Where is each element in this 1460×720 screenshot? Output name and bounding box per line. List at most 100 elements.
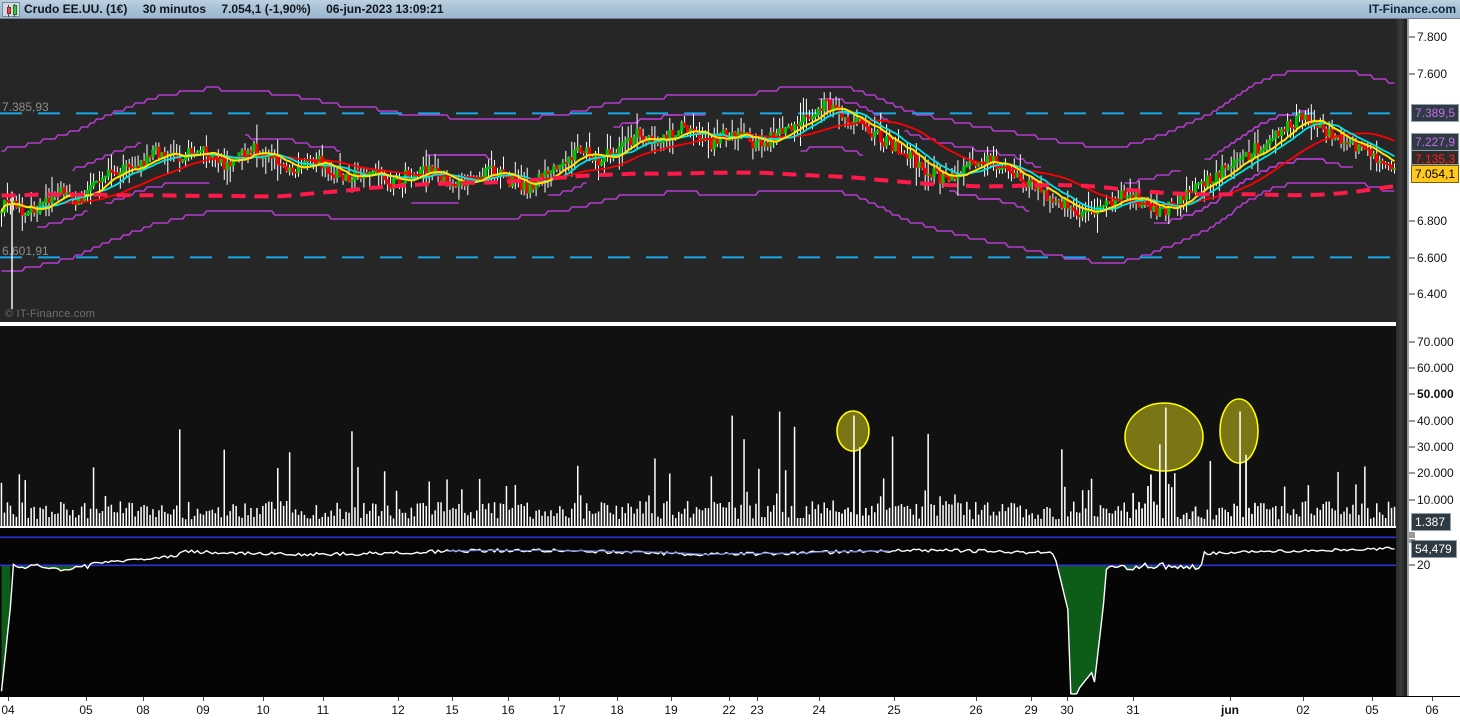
date-tickmark [323,697,324,701]
candlestick-icon [2,1,20,17]
axis-tick-label: 60.000 [1417,361,1454,376]
date-tickmark [729,697,730,701]
date-tick-label: 04 [1,703,15,717]
axis-tick-label: 7.600 [1417,67,1448,82]
axis-tickmark [1409,446,1415,448]
titlebar-info: Crudo EE.UU. (1€) 30 minutos 7.054,1 (-1… [24,2,456,16]
date-tickmark [1133,697,1134,701]
date-tickmark [1372,697,1373,701]
date-tick-label: 30 [1060,703,1074,717]
last-volume-badge[interactable]: 1.387 [1411,513,1451,532]
axis-tick-label: 10.000 [1417,492,1454,507]
last-price-badge[interactable]: 7.054,1 [1411,165,1459,184]
ma-red-badge[interactable]: 7.135,3 [1411,150,1459,169]
date-tick-label: 08 [136,703,150,717]
date-tickmark [757,697,758,701]
date-tickmark [559,697,560,701]
axis-tick-label: 30.000 [1417,440,1454,455]
axis-minor-tick [1409,534,1415,536]
date-tick-label: 22 [722,703,736,717]
axis-tickmark [1409,257,1415,259]
oscillator-chart-svg [0,536,1396,695]
axis-tickmark [1409,393,1415,395]
date-tickmark [617,697,618,701]
date-tick-label: jun [1221,703,1239,717]
date-tickmark [8,697,9,701]
date-tick-label: 10 [256,703,270,717]
last-price-label: 7.054,1 (-1,90%) [221,2,311,16]
date-tick-label: 19 [664,703,678,717]
date-tickmark [1432,697,1433,701]
date-tick-label: 31 [1126,703,1140,717]
axis-tickmark [1409,499,1415,501]
date-tick-label: 12 [391,703,405,717]
axis-tick-label: 6.400 [1417,287,1448,302]
brand-label: IT-Finance.com [1368,2,1456,16]
date-tick-label: 29 [1024,703,1038,717]
axis-tick-label: 6.800 [1417,214,1448,228]
date-tickmark [671,697,672,701]
upper-band-badge[interactable]: 7.389,5 [1411,103,1459,122]
axis-minor-tick [1409,536,1415,538]
date-tickmark [143,697,144,701]
date-tickmark [398,697,399,701]
timeframe-label: 30 minutos [142,2,207,16]
chart-scrollbar[interactable] [1396,19,1408,696]
date-tickmark [976,697,977,701]
date-tick-label: 25 [887,703,901,717]
oscillator-panel[interactable] [0,528,1396,696]
date-tickmark [1303,697,1304,701]
window-titlebar: Crudo EE.UU. (1€) 30 minutos 7.054,1 (-1… [0,0,1460,19]
axis-minor-tick [1409,541,1415,543]
axis-tick-label: 20 [1417,558,1431,573]
date-tickmark [1031,697,1032,701]
date-tick-label: 17 [552,703,566,717]
price-chart-panel[interactable]: 7.385,93 6.601,91 © IT-Finance.com [0,19,1396,322]
datetime-label: 06-jun-2023 13:09:21 [326,2,444,16]
instrument-name: Crudo EE.UU. (1€) [24,2,128,16]
panel-divider-1 [0,322,1408,325]
axis-tick-label: 40.000 [1417,413,1454,428]
mid-band-badge[interactable]: 7.227,9 [1411,133,1459,152]
axis-tickmark [1409,36,1415,38]
axis-tickmark [1409,341,1415,343]
axis-minor-tick [1409,539,1415,541]
rsi-value-badge[interactable]: 54,479 [1411,540,1457,559]
date-tick-label: 18 [610,703,624,717]
date-tickmark [894,697,895,701]
date-axis[interactable]: 04 05 08 09 10 11 12 15 16 17 18 19 22 23 24 25 26 29 30 31… [0,696,1460,720]
axis-tick-label: 6.600 [1417,250,1448,265]
volume-panel[interactable] [0,326,1396,526]
date-tick-label: 09 [196,703,210,717]
volume-chart-svg [0,398,1396,526]
axis-minor-tick [1409,532,1415,534]
price-axis[interactable]: 7.800 7.600 6.800 6.600 6.400 70.000 60.000 50.… [1408,19,1460,720]
date-tick-label: 02 [1296,703,1310,717]
axis-tickmark [1409,564,1415,566]
axis-tick-label: 7.800 [1417,30,1448,45]
date-tick-label: 05 [1365,703,1379,717]
watermark-label: © IT-Finance.com [5,308,96,320]
date-tickmark [263,697,264,701]
price-chart-svg [0,70,1396,310]
axis-tickmark [1409,420,1415,422]
axis-tickmark [1409,472,1415,474]
date-tickmark [1230,697,1231,701]
date-tick-label: 23 [750,703,764,717]
resistance-line-label: 7.385,93 [2,100,49,115]
axis-tickmark [1409,73,1415,75]
axis-tickmark [1409,367,1415,369]
support-line-label: 6.601,91 [2,244,49,259]
axis-tickmark [1409,220,1415,222]
panel-divider-2 [0,526,1408,528]
date-tickmark [819,697,820,701]
date-tick-label: 15 [445,703,459,717]
axis-tick-label: 50.000 [1417,387,1454,402]
date-tick-label: 16 [501,703,515,717]
date-tick-label: 06 [1425,703,1439,717]
date-tick-label: 05 [79,703,93,717]
date-tick-label: 24 [812,703,826,717]
date-tickmark [86,697,87,701]
date-tickmark [1067,697,1068,701]
